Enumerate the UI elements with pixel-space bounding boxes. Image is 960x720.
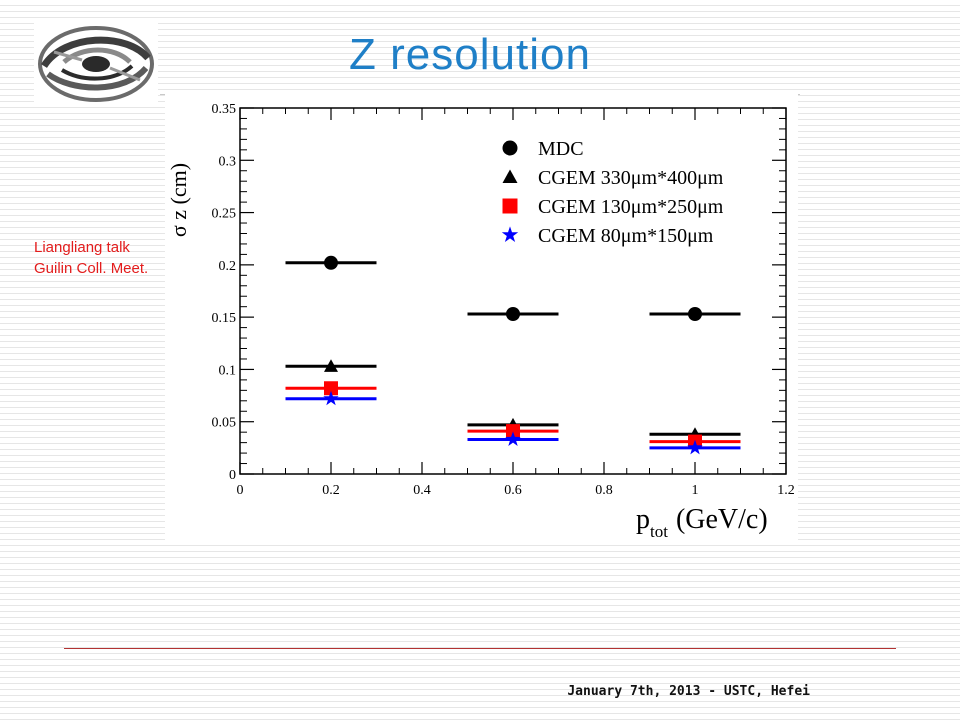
series-4-point bbox=[505, 431, 521, 446]
legend-marker-2 bbox=[502, 169, 518, 183]
legend-label-4: CGEM 80μm*150μm bbox=[538, 225, 714, 247]
legend-marker-4 bbox=[501, 226, 519, 242]
slide-title: Z resolution bbox=[349, 30, 591, 79]
series-3-point bbox=[506, 424, 520, 439]
source-note-line-1: Liangliang talk bbox=[34, 239, 130, 256]
source-note: Liangliang talk Guilin Coll. Meet. bbox=[34, 237, 148, 279]
x-tick-label: 0 bbox=[237, 483, 244, 498]
y-tick-label: 0.05 bbox=[212, 416, 237, 431]
x-tick-label: 0.4 bbox=[413, 483, 431, 498]
legend-label-2: CGEM 330μm*400μm bbox=[538, 167, 724, 189]
footer-divider bbox=[64, 648, 896, 649]
series-2-point bbox=[324, 359, 338, 372]
x-tick-label: 0.2 bbox=[322, 483, 340, 498]
legend-marker-3 bbox=[502, 198, 518, 214]
legend-label-1: MDC bbox=[538, 138, 584, 160]
y-tick-label: 0.2 bbox=[219, 259, 237, 274]
series-4-point bbox=[323, 390, 339, 406]
y-axis-label: σ z (cm) bbox=[166, 163, 191, 237]
series-1-point bbox=[324, 255, 338, 270]
x-axis-label: ptot (GeV/c) bbox=[636, 504, 768, 541]
y-tick-label: 0.15 bbox=[212, 311, 237, 326]
legend-label-3: CGEM 130μm*250μm bbox=[538, 196, 724, 218]
x-tick-label: 0.8 bbox=[595, 483, 613, 498]
source-note-line-2: Guilin Coll. Meet. bbox=[34, 260, 149, 277]
y-tick-label: 0.3 bbox=[219, 154, 237, 169]
series-3-point bbox=[324, 381, 338, 396]
series-1-point bbox=[688, 307, 702, 322]
institute-swirl-logo-icon bbox=[38, 26, 154, 102]
institute-logo bbox=[34, 22, 158, 106]
legend-marker-1 bbox=[502, 140, 518, 156]
x-tick-label: 1.2 bbox=[777, 483, 795, 498]
series-4-point bbox=[687, 439, 703, 455]
y-tick-label: 0 bbox=[229, 468, 236, 483]
x-tick-label: 1 bbox=[692, 483, 699, 498]
x-tick-label: 0.6 bbox=[504, 483, 522, 498]
series-1-point bbox=[506, 307, 520, 322]
y-tick-label: 0.1 bbox=[219, 363, 237, 378]
y-tick-label: 0.35 bbox=[212, 102, 237, 117]
y-tick-label: 0.25 bbox=[212, 207, 237, 222]
slide-footer: January 7th, 2013 - USTC, Hefei bbox=[567, 684, 810, 699]
